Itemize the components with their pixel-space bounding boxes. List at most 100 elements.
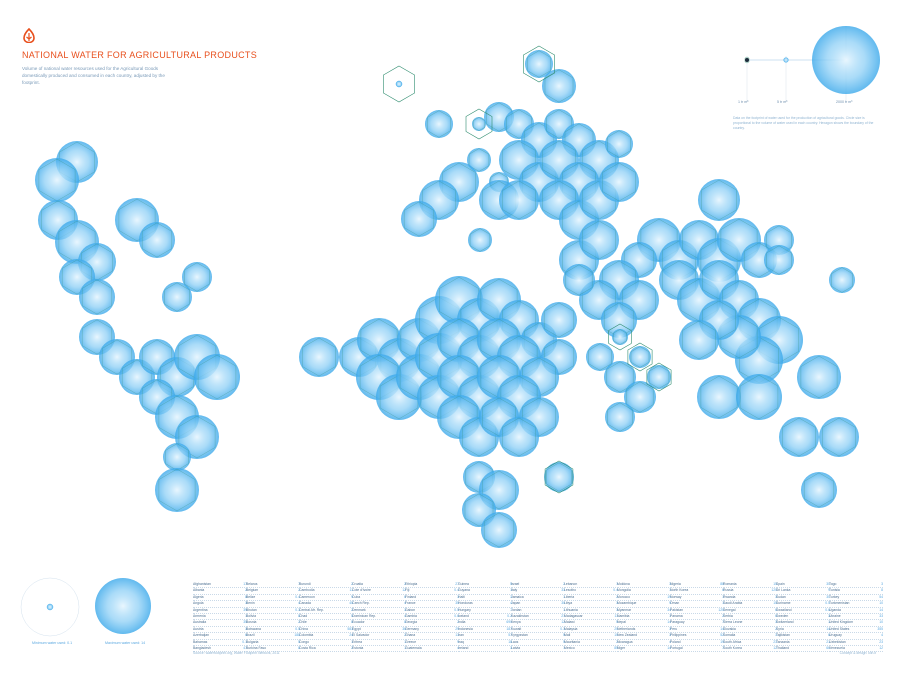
- country-value: 2: [298, 620, 300, 625]
- country-bubble: [679, 320, 719, 360]
- table-row: Nigeria 88: [670, 582, 724, 589]
- country-value: 120: [771, 588, 777, 593]
- country-name: Ukraine: [829, 613, 841, 618]
- table-row: Tanzania 21: [776, 640, 830, 646]
- table-row: Spain 30: [776, 582, 830, 589]
- country-value: 88: [720, 582, 724, 586]
- small-country-markers: [383, 45, 672, 494]
- country-value: 8: [298, 645, 300, 650]
- table-row: Afghanistan 17: [193, 582, 247, 589]
- country-value: 1: [722, 594, 724, 599]
- country-value: 3: [510, 594, 512, 599]
- table-column: Nigeria 88 North Korea 6 Norway 1 Oman 1 Pakista…: [670, 582, 724, 653]
- country-name: Moldova: [617, 582, 630, 586]
- source-footnote: Source: waterfootprint.org, Water Footpr…: [193, 651, 280, 655]
- table-row: Benin 4: [246, 601, 300, 608]
- country-hexagon: [164, 282, 190, 312]
- country-hexagon: [468, 148, 490, 172]
- table-row: Fiji 0.4: [405, 588, 459, 595]
- table-column: Togo 3 Tunisia 8 Turkey 54 Turkmenistan 10 Ugand…: [829, 582, 883, 653]
- table-row: Cuba 6: [352, 594, 406, 602]
- country-hexagon: [141, 222, 173, 258]
- country-value: 1: [722, 601, 724, 606]
- country-value: 1: [404, 639, 406, 644]
- country-hexagon: [766, 245, 792, 275]
- country-name: Burkina Faso: [246, 645, 266, 650]
- table-row: Bahamas 0.1: [193, 640, 247, 646]
- table-row: Ghana 13: [405, 633, 459, 640]
- table-row: Sweden 3: [776, 613, 830, 621]
- table-row: Italy 33: [511, 588, 565, 595]
- country-name: New Zealand: [617, 633, 637, 638]
- country-hexagon: [544, 69, 574, 103]
- table-row: United Kingdom 10: [829, 620, 883, 627]
- table-row: Romania 15: [723, 582, 777, 589]
- country-bubble: [472, 117, 486, 131]
- country-value: 0.6: [825, 607, 830, 612]
- country-name: Ecuador: [352, 620, 365, 625]
- country-name: Benin: [246, 601, 255, 606]
- country-bubble: [563, 264, 595, 296]
- table-row: Honduras 4: [458, 601, 512, 608]
- country-name: Senegal: [723, 607, 736, 612]
- country-name: United Kingdom: [829, 620, 854, 625]
- country-name: Bhutan: [246, 607, 257, 612]
- country-name: Paraguay: [670, 620, 685, 625]
- table-row: Argentina 39: [193, 608, 247, 614]
- country-name: Afghanistan: [193, 582, 211, 586]
- country-value: 9: [669, 601, 671, 606]
- country-hexagon: [607, 130, 631, 158]
- country-hexagon: [502, 417, 536, 457]
- country-value: 6: [828, 633, 830, 638]
- country-hexagon: [469, 228, 491, 252]
- small-country-hexagon: [608, 323, 632, 351]
- country-hexagon: [626, 381, 654, 413]
- country-name: Cuba: [352, 594, 361, 599]
- country-hexagon: [613, 329, 627, 345]
- country-name: Armenia: [193, 613, 206, 618]
- country-name: Iran: [458, 633, 464, 638]
- country-name: Czech Rep.: [352, 601, 370, 606]
- country-hexagon: [427, 110, 451, 138]
- country-name: Haiti: [458, 594, 465, 599]
- country-value: 27: [455, 582, 459, 586]
- country-name: Sierra Leone: [723, 620, 743, 625]
- country-name: Denmark: [352, 607, 366, 612]
- country-bubble: [525, 50, 553, 78]
- table-row: Gabon 0.5: [405, 608, 459, 614]
- table-row: Haiti 3: [458, 594, 512, 602]
- country-name: Ethiopia: [405, 582, 418, 586]
- country-name: Suriname: [776, 601, 791, 606]
- country-value: 187: [506, 626, 512, 631]
- country-bubble: [544, 462, 574, 492]
- country-name: Angola: [193, 601, 204, 606]
- country-value: 7: [722, 645, 724, 650]
- country-name: Cote d'Ivoire: [352, 588, 371, 593]
- table-row: Serbia 6: [723, 614, 777, 621]
- country-value: 3: [457, 594, 459, 599]
- country-value: 3: [245, 626, 247, 631]
- country-hexagon: [822, 417, 856, 457]
- country-hexagon: [178, 415, 216, 459]
- country-name: Saudi Arabia: [723, 601, 743, 606]
- country-name: Ireland: [458, 645, 469, 650]
- country-value: 0.4: [613, 588, 618, 593]
- country-value: 4: [404, 613, 406, 618]
- country-value: 5: [298, 639, 300, 644]
- country-name: France: [405, 601, 416, 606]
- country-name: Nigeria: [670, 582, 681, 586]
- country-name: Chad: [299, 613, 308, 618]
- country-name: Congo: [299, 639, 309, 644]
- country-value: 15: [773, 601, 777, 606]
- country-value: 20: [614, 626, 618, 631]
- country-value: 5: [563, 633, 565, 638]
- country-name: Belgium: [246, 588, 259, 593]
- country-value: 33: [879, 613, 883, 618]
- country-value: 3: [828, 613, 830, 618]
- country-hexagon: [527, 50, 551, 78]
- country-bubble: [779, 417, 819, 457]
- country-name: El Salvador: [352, 633, 370, 638]
- country-value: 12: [773, 645, 777, 650]
- country-name: Morocco: [617, 594, 631, 599]
